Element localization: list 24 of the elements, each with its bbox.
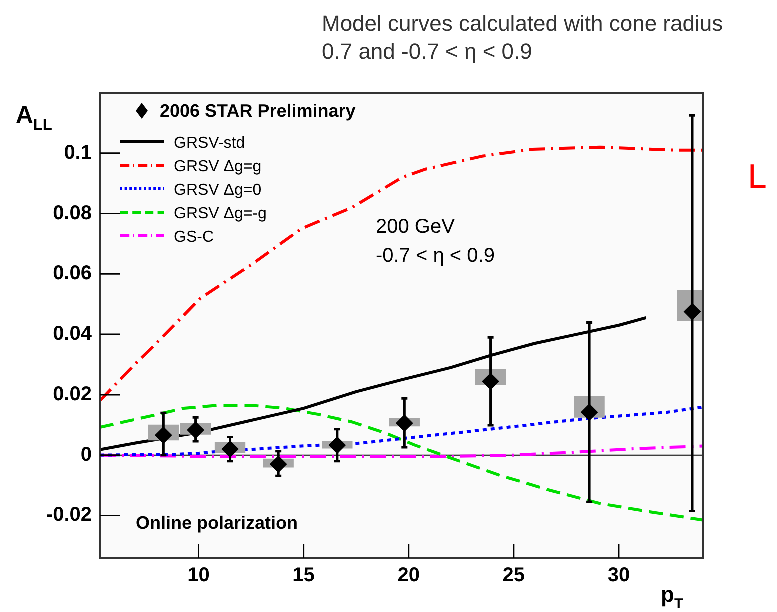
y-tick-label: 0.1 [64, 142, 92, 164]
line-series [100, 406, 703, 457]
x-tick-label: 20 [398, 564, 420, 587]
annotation: -0.7 < η < 0.9 [376, 245, 495, 267]
annotation: 200 GeV [376, 216, 456, 238]
text: L [748, 158, 767, 196]
legend-label: GRSV Δg=0 [174, 182, 262, 199]
legend-label: GRSV-std [174, 135, 246, 152]
legend-label: GRSV Δg=g [174, 158, 262, 176]
x-tick-label: 10 [188, 564, 210, 587]
annotation: Online polarization [136, 513, 298, 533]
y-tick-label: 0 [80, 444, 92, 466]
text: Model curves calculated with cone radius 0.7 and -0.7 < η < 0.9 [322, 10, 724, 66]
legend-label: 2006 STAR Preliminary [160, 101, 356, 121]
x-tick-label: 15 [292, 564, 315, 587]
legend-label: GRSV Δg=-g [174, 206, 267, 222]
y-tick-label: 0.06 [53, 262, 92, 285]
y-tick-label: 0.02 [53, 383, 92, 406]
x-tick-label: 30 [608, 564, 630, 587]
x-tick-label: 25 [502, 564, 526, 587]
y-tick-label: 0.08 [53, 202, 92, 224]
y-tick-label: -0.02 [46, 504, 92, 526]
y-tick-label: 0.04 [53, 323, 93, 346]
legend-label: GS-C [174, 229, 214, 246]
